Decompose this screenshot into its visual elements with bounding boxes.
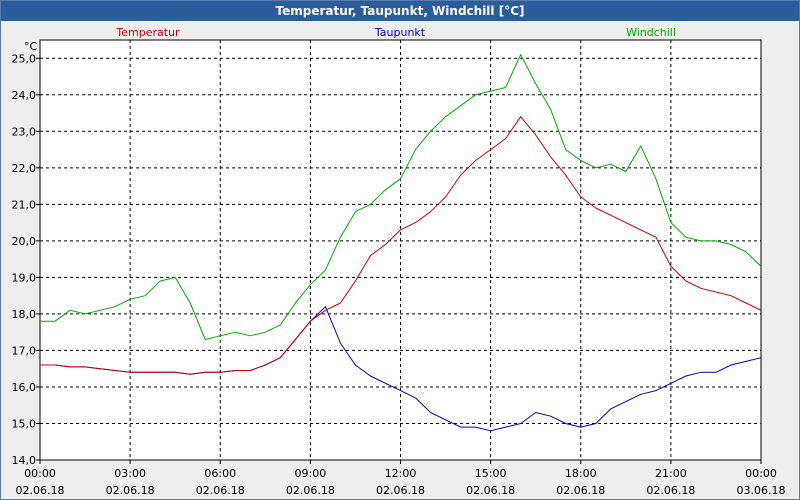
- y-tick-label: 16,0: [12, 381, 37, 394]
- x-tick-date: 02.06.18: [376, 484, 425, 497]
- legend-taupunkt: Taupunkt: [374, 26, 426, 39]
- x-tick-date: 02.06.18: [286, 484, 335, 497]
- y-axis-unit: °C: [24, 40, 38, 53]
- grid-lines: [40, 40, 761, 460]
- x-tick-time: 21:00: [655, 467, 687, 480]
- x-tick-time: 00:00: [745, 467, 777, 480]
- legend-windchill: Windchill: [626, 26, 676, 39]
- y-tick-label: 25,0: [12, 52, 37, 65]
- y-tick-label: 15,0: [12, 417, 37, 430]
- y-tick-label: 14,0: [12, 454, 37, 467]
- x-tick-time: 03:00: [114, 467, 146, 480]
- x-tick-date: 03.06.18: [737, 484, 786, 497]
- series-line-temperatur: [40, 116, 762, 375]
- y-tick-label: 24,0: [12, 89, 37, 102]
- series-line-windchill: [40, 54, 762, 340]
- x-tick-date: 02.06.18: [466, 484, 515, 497]
- y-tick-label: 17,0: [12, 344, 37, 357]
- legend-temperatur: Temperatur: [115, 26, 180, 39]
- y-tick-label: 20,0: [12, 235, 37, 248]
- x-tick-date: 02.06.18: [646, 484, 695, 497]
- x-tick-time: 00:00: [24, 467, 56, 480]
- x-tick-date: 02.06.18: [556, 484, 605, 497]
- x-tick-time: 15:00: [475, 467, 507, 480]
- window-title: Temperatur, Taupunkt, Windchill [°C]: [1, 1, 799, 21]
- y-tick-label: 22,0: [12, 162, 37, 175]
- x-tick-date: 02.06.18: [196, 484, 245, 497]
- y-tick-label: 18,0: [12, 308, 37, 321]
- x-tick-time: 06:00: [204, 467, 236, 480]
- x-tick-time: 12:00: [385, 467, 417, 480]
- series-lines: [40, 54, 762, 432]
- x-tick-date: 02.06.18: [106, 484, 155, 497]
- y-tick-label: 19,0: [12, 271, 37, 284]
- x-axis: 00:00 02.06.18 03:00 02.06.18 06:00 02.06.18 0…: [16, 460, 786, 497]
- x-tick-time: 09:00: [295, 467, 327, 480]
- legend: Temperatur Taupunkt Windchill: [115, 26, 676, 39]
- x-tick-date: 02.06.18: [16, 484, 65, 497]
- x-tick-time: 18:00: [565, 467, 597, 480]
- y-tick-label: 23,0: [12, 125, 37, 138]
- y-tick-label: 21,0: [12, 198, 37, 211]
- y-axis: 14,0 15,0 16,0 17,0 18,0 19,0 20,0 21,0 22,0 23,0…: [12, 52, 40, 467]
